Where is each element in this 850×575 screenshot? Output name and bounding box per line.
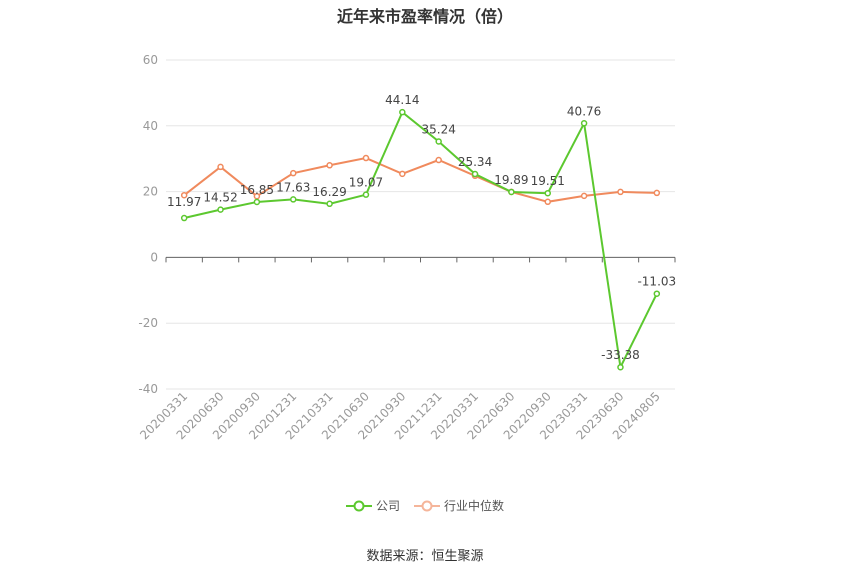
point-industry-median <box>362 154 370 162</box>
series-line-company <box>183 110 658 371</box>
data-label: 19.51 <box>531 174 565 188</box>
data-label: 17.63 <box>276 180 310 194</box>
point-company <box>471 170 479 178</box>
data-label: 14.52 <box>203 191 237 205</box>
y-tick-label: -20 <box>138 316 158 330</box>
y-tick-label: 60 <box>143 53 158 67</box>
point-company <box>580 120 588 127</box>
point-company <box>653 290 661 297</box>
y-tick-label: 0 <box>150 250 158 264</box>
legend-label-industry-median: 行业中位数 <box>444 499 505 513</box>
data-label: 44.14 <box>385 93 419 107</box>
chart-title: 近年来市盈率情况（倍） <box>336 7 513 26</box>
point-industry-median <box>617 188 624 196</box>
point-company <box>326 200 333 208</box>
legend-label-company: 公司 <box>375 499 400 513</box>
point-industry-median <box>399 170 406 178</box>
point-company <box>217 206 224 213</box>
data-label: 11.97 <box>167 195 201 209</box>
point-industry-median <box>326 162 333 169</box>
point-company <box>508 188 515 196</box>
point-company <box>253 198 261 206</box>
point-company <box>180 214 188 222</box>
point-company <box>617 363 624 371</box>
legend-line-icon <box>345 500 372 511</box>
data-label: 19.07 <box>349 176 383 190</box>
point-company <box>544 189 551 197</box>
data-label: 40.76 <box>567 104 601 118</box>
point-industry-median <box>253 192 261 200</box>
line-chart: -40-200204060202003312020063020200930202… <box>137 53 676 442</box>
point-company <box>399 108 406 116</box>
data-source: 数据来源：恒生聚源 <box>366 549 484 564</box>
y-tick-label: -40 <box>138 382 158 396</box>
point-industry-median <box>653 189 661 197</box>
data-label: -11.03 <box>637 275 676 289</box>
point-industry-median <box>435 156 442 164</box>
series-line-industry-median <box>183 157 657 203</box>
legend-item-company[interactable]: 公司 <box>345 497 400 514</box>
legend-item-industry-median[interactable]: 行业中位数 <box>414 497 504 514</box>
y-tick-label: 20 <box>143 185 158 199</box>
point-industry-median <box>544 198 551 206</box>
y-tick-label: 40 <box>143 119 158 133</box>
point-company <box>290 196 297 203</box>
point-industry-median <box>580 192 588 200</box>
point-industry-median <box>217 163 224 171</box>
data-label: 16.29 <box>312 185 346 199</box>
data-label: 35.24 <box>421 122 455 136</box>
data-label: 25.34 <box>458 155 492 169</box>
data-label: 19.89 <box>494 173 528 187</box>
legend: 公司 行业中位数 <box>0 497 850 514</box>
data-label: -33.38 <box>601 348 640 362</box>
point-company <box>362 191 370 198</box>
point-industry-median <box>180 191 188 199</box>
point-company <box>435 138 442 145</box>
legend-line-icon <box>414 500 440 511</box>
point-industry-median <box>290 169 297 177</box>
data-label: 16.85 <box>240 183 274 197</box>
